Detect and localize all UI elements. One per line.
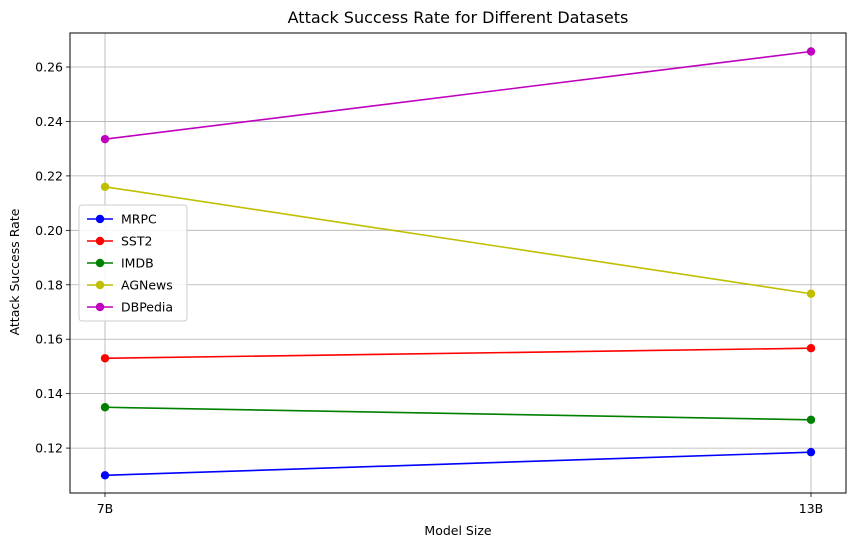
- x-tick-label: 13B: [799, 501, 823, 516]
- legend-swatch-marker: [95, 280, 105, 290]
- legend-label: AGNews: [121, 278, 173, 293]
- legend-swatch-marker: [95, 214, 105, 224]
- legend-label: DBPedia: [121, 300, 173, 315]
- legend-label: MRPC: [121, 212, 157, 227]
- y-tick-label: 0.18: [35, 277, 63, 292]
- legend-item-agnews: AGNews: [87, 278, 173, 293]
- data-point-agnews: [806, 289, 816, 298]
- series-layer: [100, 47, 816, 480]
- series-mrpc: [100, 447, 816, 480]
- series-imdb: [100, 403, 816, 424]
- legend-swatch-marker: [95, 302, 105, 312]
- legend-swatch-marker: [95, 258, 105, 268]
- series-line-imdb: [104, 406, 812, 421]
- legend-item-sst2: SST2: [87, 234, 152, 249]
- y-tick-label: 0.24: [35, 114, 63, 129]
- data-point-agnews: [100, 182, 110, 191]
- legend-label: IMDB: [121, 256, 154, 271]
- legend-swatch-marker: [95, 236, 105, 246]
- ticks: 0.12 0.14 0.16 0.18 0.20 0.22 0.24 0.26 7B 13B: [35, 60, 823, 516]
- data-point-imdb: [100, 403, 110, 412]
- data-point-mrpc: [100, 471, 110, 480]
- legend-box: [78, 204, 188, 322]
- y-tick-label: 0.26: [35, 60, 63, 75]
- x-axis-label: Model Size: [424, 523, 491, 538]
- series-line-sst2: [104, 347, 812, 360]
- data-point-dbpedia: [100, 134, 110, 144]
- x-tick-label: 7B: [97, 501, 114, 516]
- legend-label: SST2: [121, 234, 152, 249]
- chart-title: Attack Success Rate for Different Datase…: [288, 8, 629, 27]
- series-agnews: [100, 182, 816, 298]
- data-point-mrpc: [806, 447, 816, 457]
- y-tick-label: 0.16: [35, 332, 63, 347]
- series-dbpedia: [100, 47, 816, 144]
- y-axis-label: Attack Success Rate: [7, 208, 22, 335]
- legend-item-mrpc: MRPC: [87, 212, 157, 227]
- series-sst2: [100, 343, 816, 363]
- y-tick-label: 0.20: [35, 223, 63, 238]
- series-line-agnews: [104, 185, 812, 295]
- y-tick-label: 0.22: [35, 168, 63, 183]
- plot-frame: [69, 32, 847, 494]
- y-tick-label: 0.12: [35, 441, 63, 456]
- y-tick-label: 0.14: [35, 386, 63, 401]
- data-point-sst2: [806, 343, 816, 353]
- data-point-sst2: [100, 354, 110, 363]
- legend-item-dbpedia: DBPedia: [87, 300, 173, 315]
- legend-item-imdb: IMDB: [87, 256, 154, 271]
- data-point-dbpedia: [806, 47, 816, 56]
- data-point-imdb: [806, 415, 816, 424]
- series-line-mrpc: [104, 451, 812, 477]
- series-line-dbpedia: [104, 50, 812, 140]
- legend: MRPC SST2 IMDB AGNews DBPedia: [78, 204, 188, 322]
